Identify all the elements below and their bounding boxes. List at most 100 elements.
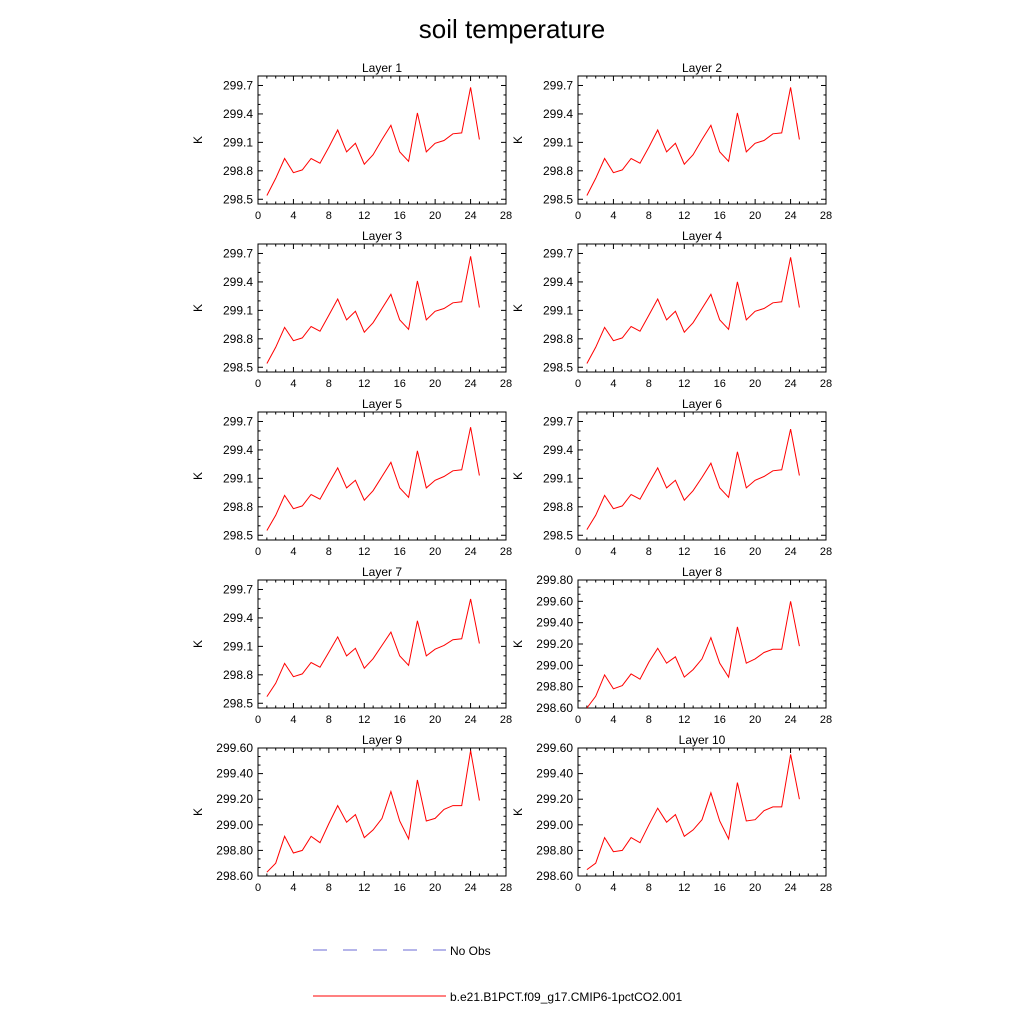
y-tick-label: 299.7: [223, 78, 253, 92]
panel-layer-10: Layer 10 K 0 4 8 12 16 20 24 28 298.60 298.80 299.00…: [511, 733, 832, 894]
legend-obs-label: No Obs: [450, 944, 491, 958]
x-tick-label: 0: [255, 546, 261, 558]
y-tick-label: 299.4: [543, 275, 573, 289]
y-tick-label: 298.8: [543, 332, 573, 346]
y-tick-label: 299.7: [223, 414, 253, 428]
plot-frame: [257, 579, 507, 709]
y-tick-label: 299.4: [543, 443, 573, 457]
x-tick-label: 0: [255, 378, 261, 390]
x-tick-label: 24: [464, 210, 476, 222]
panel-layer-2: Layer 2 K 0 4 8 12 16 20 24 28 298.5 298.8 299.1 299.…: [511, 61, 832, 222]
y-tick-label: 299.1: [543, 471, 573, 485]
y-axis-label: K: [191, 472, 205, 480]
x-tick-label: 0: [575, 210, 581, 222]
x-tick-label: 24: [784, 378, 796, 390]
x-tick-label: 8: [646, 210, 652, 222]
x-tick-label: 20: [749, 714, 761, 726]
y-tick-label: 299.40: [536, 616, 573, 630]
x-tick-label: 16: [714, 210, 726, 222]
x-tick-label: 28: [820, 546, 832, 558]
y-tick-label: 299.20: [216, 792, 253, 806]
y-tick-label: 299.60: [216, 741, 253, 755]
y-tick-label: 298.60: [536, 869, 573, 883]
y-tick-label: 299.7: [223, 246, 253, 260]
panel-title: Layer 10: [679, 733, 726, 747]
x-tick-label: 20: [429, 546, 441, 558]
y-tick-label: 299.80: [536, 573, 573, 587]
panel-layer-1: Layer 1 K 0 4 8 12 16 20 24 28 298.5 298.8 299.1 299.…: [191, 61, 512, 222]
x-tick-label: 24: [784, 882, 796, 894]
y-tick-label: 299.7: [223, 582, 253, 596]
panel-title: Layer 5: [362, 397, 402, 411]
model-series-line: [266, 87, 480, 196]
panel-layer-5: Layer 5 K 0 4 8 12 16 20 24 28 298.5 298.8 299.1 299.…: [191, 397, 512, 558]
panel-layer-9: Layer 9 K 0 4 8 12 16 20 24 28 298.60 298.80 299.00 2…: [191, 733, 512, 894]
panel-title: Layer 1: [362, 61, 402, 75]
panel-title: Layer 2: [682, 61, 722, 75]
y-tick-label: 298.80: [536, 843, 573, 857]
x-tick-label: 0: [575, 882, 581, 894]
model-series-line: [266, 256, 480, 364]
x-tick-label: 8: [646, 546, 652, 558]
x-tick-label: 8: [646, 714, 652, 726]
x-tick-label: 4: [610, 378, 616, 390]
x-tick-label: 16: [714, 378, 726, 390]
x-tick-label: 16: [394, 210, 406, 222]
y-tick-label: 298.5: [543, 528, 573, 542]
model-series-line: [266, 598, 480, 697]
x-tick-label: 20: [749, 546, 761, 558]
x-tick-label: 24: [464, 882, 476, 894]
x-tick-label: 24: [784, 714, 796, 726]
panel-title: Layer 6: [682, 397, 722, 411]
y-tick-label: 299.7: [543, 78, 573, 92]
x-tick-label: 28: [500, 546, 512, 558]
x-tick-label: 28: [500, 378, 512, 390]
x-tick-label: 8: [326, 882, 332, 894]
panel-layer-6: Layer 6 K 0 4 8 12 16 20 24 28 298.5 298.8 299.1 299.…: [511, 397, 832, 558]
x-tick-label: 12: [678, 546, 690, 558]
x-tick-label: 4: [290, 210, 296, 222]
x-tick-label: 12: [678, 714, 690, 726]
x-tick-label: 20: [429, 378, 441, 390]
y-tick-label: 299.4: [223, 611, 253, 625]
y-tick-label: 299.60: [536, 594, 573, 608]
y-tick-label: 299.00: [536, 658, 573, 672]
x-tick-label: 28: [820, 210, 832, 222]
model-series-line: [586, 87, 800, 196]
panel-layer-4: Layer 4 K 0 4 8 12 16 20 24 28 298.5 298.8 299.1 299.…: [511, 229, 832, 390]
x-tick-label: 4: [290, 882, 296, 894]
x-tick-label: 4: [610, 714, 616, 726]
x-tick-label: 28: [500, 210, 512, 222]
y-tick-label: 299.4: [223, 275, 253, 289]
y-axis-label: K: [511, 472, 525, 480]
x-tick-label: 16: [714, 714, 726, 726]
x-tick-label: 0: [255, 210, 261, 222]
x-tick-label: 24: [784, 210, 796, 222]
y-axis-label: K: [511, 304, 525, 312]
y-axis-label: K: [511, 136, 525, 144]
y-axis-label: K: [191, 304, 205, 312]
model-series-line: [586, 428, 800, 530]
y-tick-label: 298.8: [223, 164, 253, 178]
x-tick-label: 20: [749, 210, 761, 222]
model-series-line: [266, 750, 480, 873]
x-tick-label: 28: [820, 714, 832, 726]
x-tick-label: 20: [429, 210, 441, 222]
y-tick-label: 299.7: [543, 414, 573, 428]
x-tick-label: 4: [610, 546, 616, 558]
panel-title: Layer 8: [682, 565, 722, 579]
x-tick-label: 20: [429, 714, 441, 726]
model-series-line: [586, 601, 800, 709]
y-tick-label: 298.8: [223, 668, 253, 682]
x-tick-label: 12: [358, 714, 370, 726]
x-tick-label: 16: [714, 882, 726, 894]
y-axis-label: K: [191, 808, 205, 816]
x-tick-label: 24: [464, 546, 476, 558]
x-tick-label: 4: [610, 210, 616, 222]
plot-frame: [257, 747, 507, 877]
x-tick-label: 12: [678, 210, 690, 222]
y-tick-label: 298.60: [216, 869, 253, 883]
y-tick-label: 299.4: [223, 107, 253, 121]
y-tick-label: 299.40: [216, 767, 253, 781]
x-tick-label: 28: [820, 378, 832, 390]
